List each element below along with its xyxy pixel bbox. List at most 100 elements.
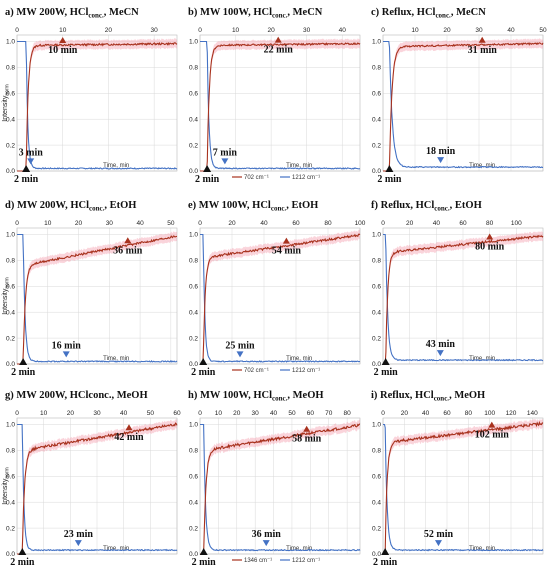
panel-d: d) MW 200W, HClconc., EtOH 0.0 0.2 0.4 0.6 0.… bbox=[2, 200, 178, 378]
decay-marker bbox=[434, 540, 442, 547]
rise-marker bbox=[303, 425, 311, 432]
start-marker bbox=[18, 548, 27, 555]
start-marker bbox=[203, 165, 212, 172]
rise-marker bbox=[478, 36, 486, 43]
x-tick-label: 40 bbox=[433, 220, 441, 227]
y-tick-label: 0.2 bbox=[6, 142, 15, 149]
y-tick-label: 0.2 bbox=[372, 525, 381, 532]
x-tick-label: 30 bbox=[93, 410, 101, 417]
y-tick-label: 1.0 bbox=[372, 39, 381, 46]
x-tick-label: 30 bbox=[475, 27, 483, 34]
x-tick-label: 20 bbox=[67, 410, 75, 417]
x-tick-label: 20 bbox=[75, 220, 83, 227]
start-annotation: 2 min bbox=[374, 367, 399, 378]
y-tick-label: 0.4 bbox=[372, 116, 381, 123]
x-tick-label: 40 bbox=[136, 220, 144, 227]
rise-marker bbox=[59, 36, 67, 43]
y-tick-label: 1.0 bbox=[6, 422, 15, 429]
x-tick-label: 60 bbox=[459, 220, 467, 227]
x-tick-label: 20 bbox=[105, 27, 113, 34]
panel-title-sub: conc. bbox=[434, 205, 450, 213]
series-1212-line bbox=[200, 233, 361, 363]
start-marker bbox=[385, 165, 394, 172]
x-tick-label: 100 bbox=[511, 220, 522, 227]
panel-f: f) Reflux, HClconc., EtOH 0.0 0.2 0.4 0.6 0.8… bbox=[371, 200, 544, 378]
x-tick-label: 10 bbox=[411, 27, 419, 34]
y-tick-label: 0.6 bbox=[6, 90, 15, 97]
panel-g: g) MW 200W, HClconc., MeOH 0.0 0.2 0.4 0.6 0.… bbox=[2, 390, 181, 568]
panel-title: f) Reflux, HClconc., EtOH bbox=[371, 200, 482, 213]
panel-title: c) Reflux, HClconc., MeCN bbox=[371, 7, 486, 20]
x-tick-label: 100 bbox=[484, 410, 495, 417]
series-1212-line bbox=[383, 40, 543, 169]
decay-annotation: 52 min bbox=[424, 529, 454, 540]
panel-title-tail: , MeCN bbox=[104, 7, 139, 18]
panel-e: e) MW 100W, HClconc., EtOH 0.0 0.2 0.4 0.6 0.… bbox=[188, 200, 366, 378]
plot-frame bbox=[199, 34, 361, 172]
x-tick-label: 20 bbox=[233, 410, 241, 417]
x-tick-label: 0 bbox=[15, 220, 19, 227]
x-tick-label: 0 bbox=[381, 220, 385, 227]
x-tick-label: 40 bbox=[422, 410, 430, 417]
start-annotation: 2 min bbox=[14, 174, 39, 185]
panel-title-sub: conc. bbox=[272, 12, 288, 20]
y-tick-label: 0.4 bbox=[189, 116, 198, 123]
y-tick-label: 0.0 bbox=[6, 361, 15, 368]
x-tick-label: 50 bbox=[288, 410, 296, 417]
y-tick-label: 0.8 bbox=[372, 258, 381, 265]
rise-error-band bbox=[387, 419, 543, 481]
series-rise-line bbox=[383, 42, 544, 172]
y-tick-label: 0.2 bbox=[6, 525, 15, 532]
x-tick-label: 50 bbox=[539, 27, 547, 34]
rise-annotation: 36 min bbox=[113, 245, 143, 256]
y-tick-label: 0.0 bbox=[189, 361, 198, 368]
x-tick-label: 20 bbox=[406, 220, 414, 227]
panel-title-tail: , EtOH bbox=[104, 200, 136, 211]
rise-error-band bbox=[388, 231, 543, 291]
y-tick-label: 0.8 bbox=[372, 65, 381, 72]
x-tick-label: 0 bbox=[381, 27, 385, 34]
decay-annotation: 7 min bbox=[213, 147, 238, 158]
x-tick-label: 80 bbox=[344, 410, 352, 417]
y-tick-label: 0.0 bbox=[6, 168, 15, 175]
start-marker bbox=[199, 548, 208, 555]
x-tick-label: 0 bbox=[381, 410, 385, 417]
y-tick-label: 1.0 bbox=[372, 232, 381, 239]
y-axis-label-main: Intensity bbox=[2, 288, 9, 315]
x-tick-label: 60 bbox=[307, 410, 315, 417]
panel-title-sub: conc. bbox=[271, 205, 287, 213]
y-tick-label: 0.2 bbox=[189, 335, 198, 342]
x-tick-label: 10 bbox=[232, 27, 240, 34]
y-tick-label: 0.0 bbox=[189, 551, 198, 558]
y-tick-label: 0.6 bbox=[372, 90, 381, 97]
x-tick-label: 70 bbox=[325, 410, 333, 417]
plot-frame bbox=[382, 34, 544, 172]
y-tick-label: 0.4 bbox=[6, 309, 15, 316]
x-tick-label: 80 bbox=[486, 220, 494, 227]
panel-title-main: d) MW 200W, HCl bbox=[5, 200, 89, 211]
rise-error-band bbox=[205, 229, 360, 289]
y-tick-label: 0.6 bbox=[189, 283, 198, 290]
series-1212-line bbox=[17, 423, 178, 552]
y-axis-label-main: Intensity bbox=[2, 478, 9, 505]
panel-title-main: h) MW 100W, HCl bbox=[188, 390, 272, 401]
panel-title-main: a) MW 200W, HCl bbox=[5, 7, 89, 18]
y-tick-label: 0.2 bbox=[6, 335, 15, 342]
x-tick-label: 30 bbox=[151, 27, 159, 34]
x-tick-label: 100 bbox=[355, 220, 366, 227]
x-tick-label: 60 bbox=[292, 220, 300, 227]
y-tick-label: 0.8 bbox=[189, 258, 198, 265]
rise-marker bbox=[274, 36, 282, 43]
y-tick-label: 0.2 bbox=[189, 142, 198, 149]
x-tick-label: 40 bbox=[260, 220, 268, 227]
x-tick-label: 40 bbox=[120, 410, 128, 417]
y-tick-label: 0.4 bbox=[372, 309, 381, 316]
panel-title-tail: , MeOH bbox=[449, 390, 485, 401]
panel-title-tail: , MeCN bbox=[451, 7, 486, 18]
y-tick-label: 0.6 bbox=[6, 283, 15, 290]
x-tick-label: 30 bbox=[252, 410, 260, 417]
x-tick-label: 10 bbox=[59, 27, 67, 34]
start-marker bbox=[381, 358, 390, 365]
panel-title-tail: , MeOH bbox=[287, 390, 323, 401]
plot-frame bbox=[16, 34, 178, 172]
